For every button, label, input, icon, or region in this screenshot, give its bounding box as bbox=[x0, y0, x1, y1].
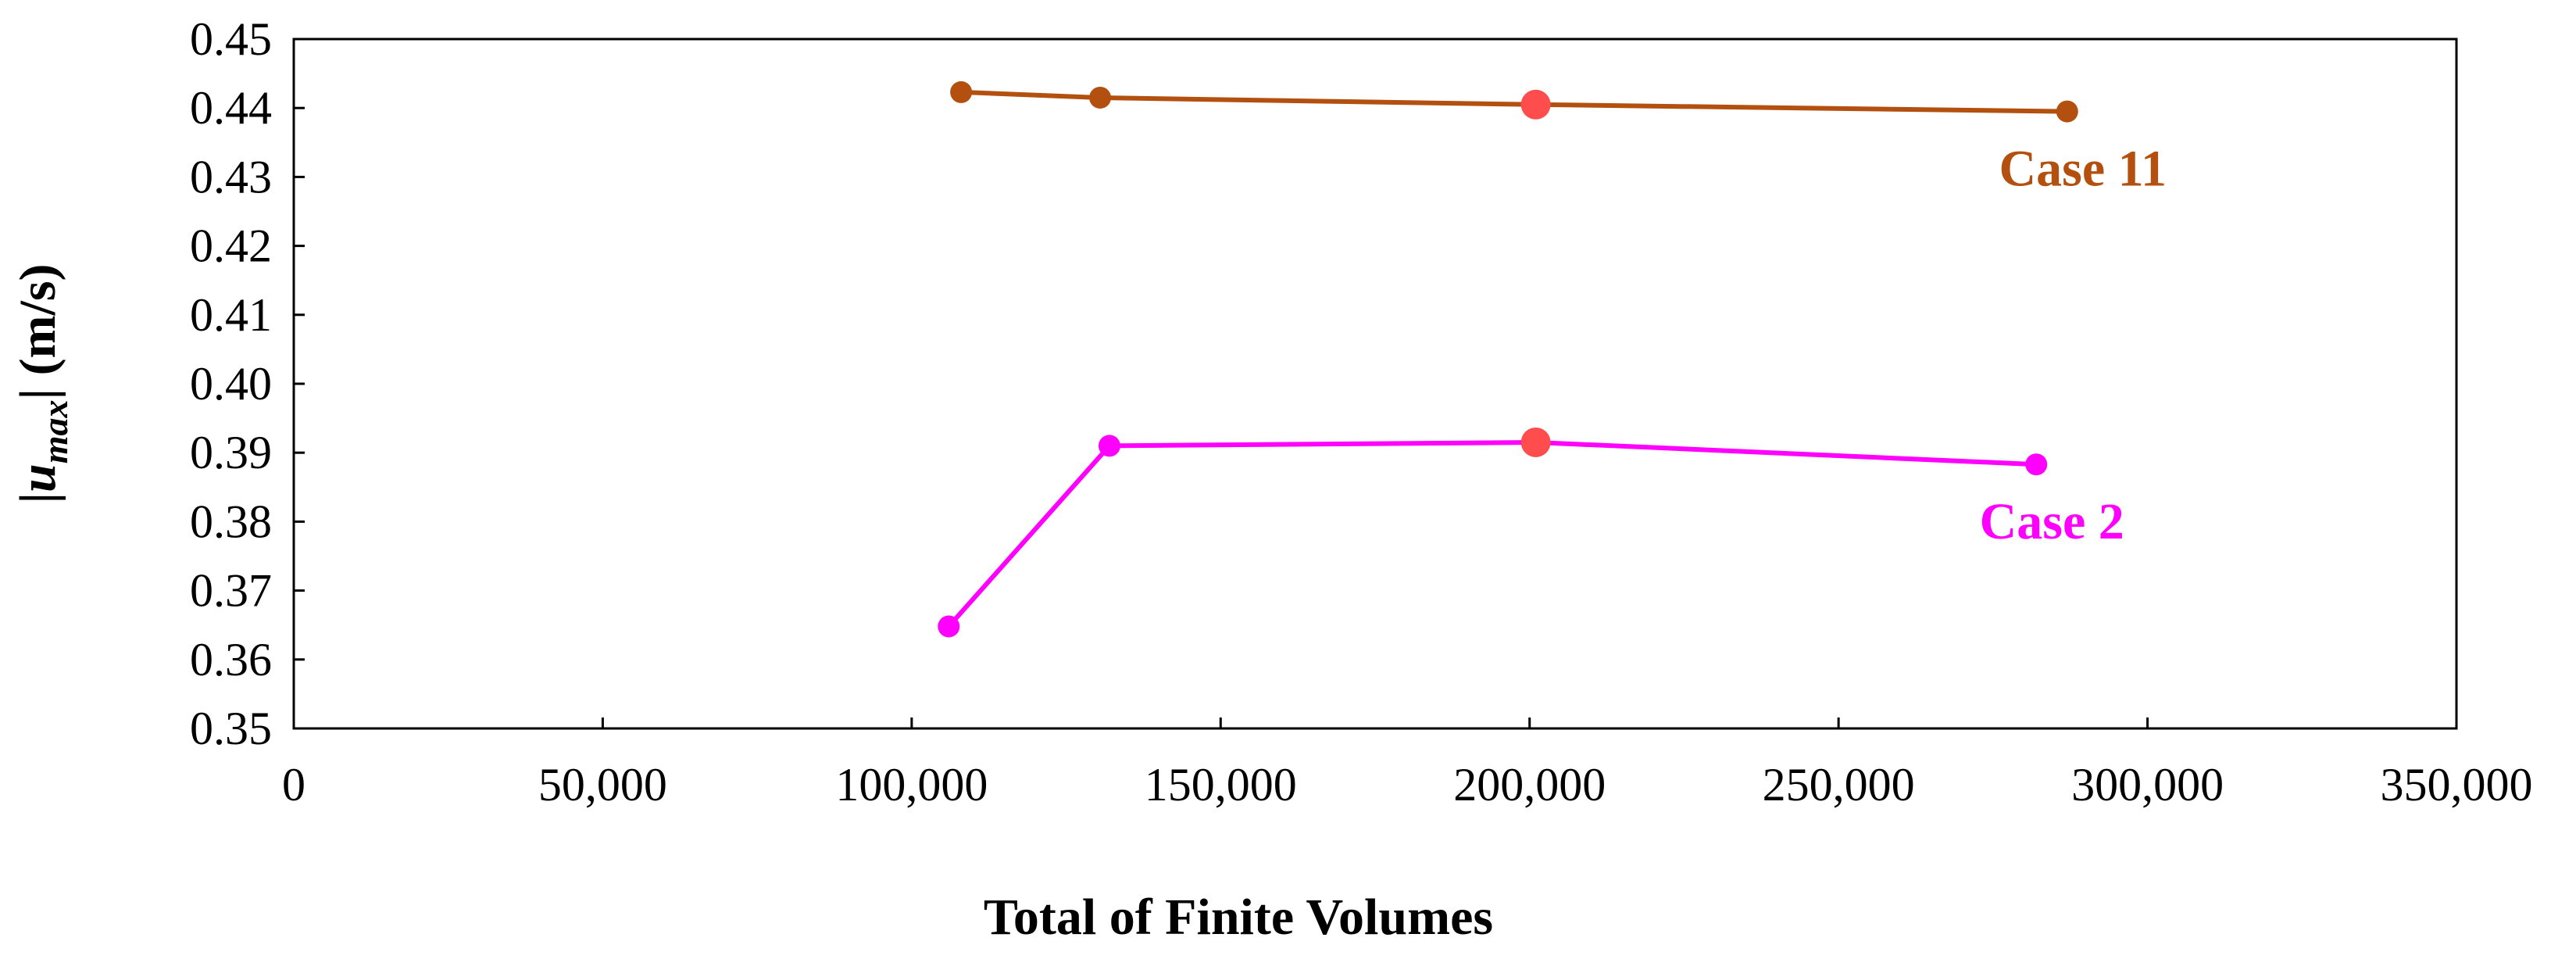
y-tick-label: 0.41 bbox=[190, 289, 272, 341]
data-point bbox=[2056, 100, 2078, 123]
data-point bbox=[938, 615, 960, 638]
y-axis-ticks: 0.35 0.36 0.37 0.38 0.39 0.40 0.41 0.42 0.43 0.44… bbox=[190, 13, 305, 754]
x-tick-label: 350,000 bbox=[2381, 759, 2533, 810]
y-tick-label: 0.45 bbox=[190, 13, 272, 65]
data-point bbox=[950, 81, 973, 103]
data-point bbox=[1098, 435, 1120, 457]
series-label-case-2: Case 2 bbox=[1980, 493, 2124, 550]
y-axis-title-symbol: u bbox=[9, 463, 66, 492]
y-axis-title-subscript: max bbox=[35, 399, 75, 463]
x-tick-label: 100,000 bbox=[835, 759, 988, 810]
x-axis-title: Total of Finite Volumes bbox=[984, 889, 1493, 946]
y-tick-label: 0.36 bbox=[190, 634, 272, 685]
y-axis-title: |umax| (m/s) bbox=[9, 263, 75, 503]
plot-area-frame bbox=[292, 38, 2458, 730]
y-tick-label: 0.42 bbox=[190, 220, 272, 272]
x-axis-ticks: 0 50,000 100,000 150,000 200,000 250,000 300,0… bbox=[282, 717, 2533, 810]
data-point bbox=[2025, 453, 2048, 476]
y-tick-label: 0.35 bbox=[190, 703, 272, 754]
y-axis-title-unit: | (m/s) bbox=[9, 263, 66, 399]
series-layer: Case 11 Case 2 bbox=[938, 81, 2167, 638]
x-tick-label: 250,000 bbox=[1763, 759, 1915, 810]
series-line-case-11 bbox=[960, 89, 2067, 114]
y-tick-label: 0.40 bbox=[190, 358, 272, 410]
y-tick-label: 0.39 bbox=[190, 427, 272, 478]
data-point-highlight bbox=[1520, 427, 1551, 457]
x-tick-label: 50,000 bbox=[538, 759, 667, 810]
y-tick-label: 0.44 bbox=[190, 82, 272, 134]
y-tick-label: 0.43 bbox=[190, 151, 272, 202]
x-tick-label: 200,000 bbox=[1453, 759, 1606, 810]
x-tick-label: 300,000 bbox=[2071, 759, 2224, 810]
y-axis-title-prefix: | bbox=[9, 492, 66, 504]
series-label-case-11: Case 11 bbox=[1999, 141, 2167, 198]
x-tick-label: 150,000 bbox=[1145, 759, 1297, 810]
y-tick-label: 0.38 bbox=[190, 496, 272, 547]
x-tick-label: 0 bbox=[282, 759, 305, 810]
series-line-case-2 bbox=[947, 439, 2037, 628]
data-point-highlight bbox=[1520, 89, 1551, 120]
y-tick-label: 0.37 bbox=[190, 565, 272, 617]
data-point bbox=[1089, 86, 1112, 109]
